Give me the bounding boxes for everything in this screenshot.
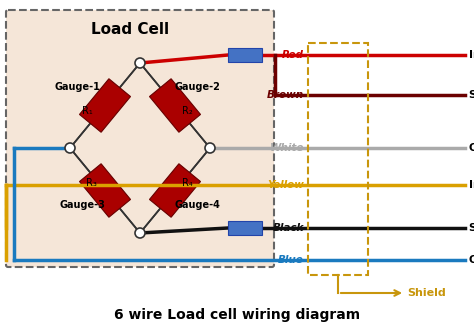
Bar bbox=[149, 79, 201, 132]
Bar bbox=[308, 43, 368, 275]
Text: R₁: R₁ bbox=[82, 106, 92, 116]
Bar bbox=[149, 164, 201, 217]
Text: R₄: R₄ bbox=[182, 178, 192, 187]
Circle shape bbox=[65, 143, 75, 153]
Text: R₂: R₂ bbox=[182, 106, 192, 116]
Bar bbox=[228, 48, 262, 62]
Text: Gauge-3: Gauge-3 bbox=[59, 201, 105, 211]
Text: Input (+): Input (+) bbox=[469, 50, 474, 60]
Text: Output (-): Output (-) bbox=[469, 143, 474, 153]
Text: Load Cell: Load Cell bbox=[91, 22, 169, 38]
Text: Gauge-1: Gauge-1 bbox=[54, 82, 100, 91]
Text: Red: Red bbox=[282, 50, 304, 60]
Text: Shield: Shield bbox=[407, 288, 446, 298]
Text: Sense (+): Sense (+) bbox=[469, 90, 474, 100]
Bar bbox=[228, 221, 262, 235]
Text: 6 wire Load cell wiring diagram: 6 wire Load cell wiring diagram bbox=[114, 308, 360, 322]
Text: Black: Black bbox=[273, 223, 304, 233]
Text: Output (+): Output (+) bbox=[469, 255, 474, 265]
Circle shape bbox=[205, 143, 215, 153]
Text: Gauge-2: Gauge-2 bbox=[174, 82, 220, 91]
Circle shape bbox=[135, 58, 145, 68]
Text: R₃: R₃ bbox=[86, 178, 96, 187]
Text: Sense (-): Sense (-) bbox=[469, 223, 474, 233]
Text: Gauge-4: Gauge-4 bbox=[174, 201, 220, 211]
Text: White: White bbox=[270, 143, 304, 153]
Circle shape bbox=[135, 228, 145, 238]
Text: Input (-): Input (-) bbox=[469, 180, 474, 190]
Bar bbox=[80, 164, 130, 217]
Text: Brown: Brown bbox=[267, 90, 304, 100]
FancyBboxPatch shape bbox=[6, 10, 274, 267]
Text: Blue: Blue bbox=[278, 255, 304, 265]
Bar bbox=[80, 79, 130, 132]
Text: Yellow: Yellow bbox=[267, 180, 304, 190]
